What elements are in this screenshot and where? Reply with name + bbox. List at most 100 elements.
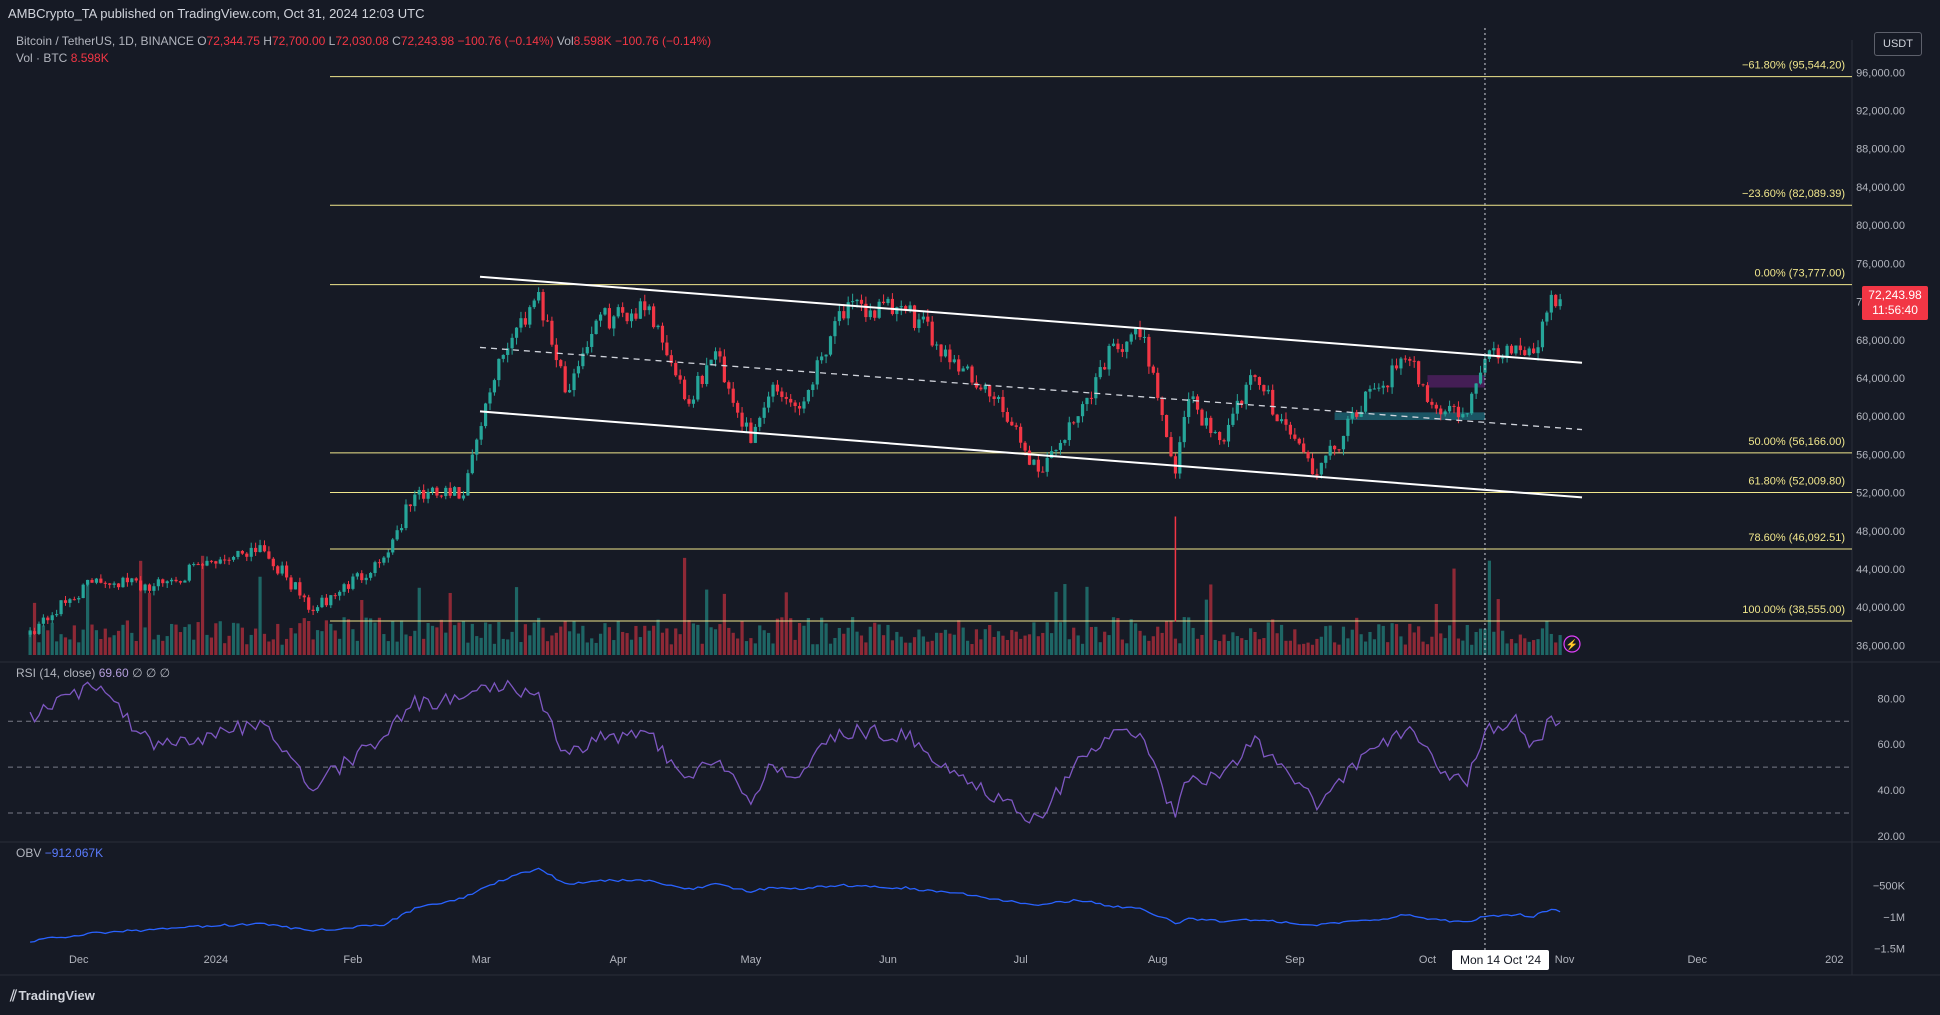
price-tick: 76,000.00 [1856,258,1905,270]
volume-bar [178,632,183,655]
candle [1319,462,1323,475]
candle [983,385,987,390]
volume-bar [554,632,558,655]
fib-levels: −61.80% (95,544.20) −23.60% (82,089.39) 0.… [330,60,1852,622]
volume-bar [1319,636,1323,655]
candle [116,583,121,588]
volume-bar [740,620,744,655]
candle [174,579,178,582]
price-tick: 84,000.00 [1856,182,1905,194]
candle [1368,388,1372,392]
countdown: 11:56:40 [1872,303,1918,317]
volume-bar [249,634,253,655]
volume-bar [766,632,771,655]
candle [935,344,939,346]
candle [1421,384,1425,386]
volume-bar [329,623,333,655]
price-tick: 48,000.00 [1856,526,1905,538]
candle [859,299,864,304]
candle [1381,385,1385,388]
volume-bar [41,625,45,655]
volume-bar [873,622,877,655]
volume-bar [276,623,280,655]
candle [377,562,382,564]
volume-bar [1067,639,1071,655]
currency-button[interactable]: USDT [1874,32,1922,56]
candle [1302,443,1306,453]
candle [413,494,417,507]
candle [780,391,784,397]
candle [868,310,872,318]
candle [262,545,267,552]
candle [1372,388,1377,390]
volume-bar [1222,634,1226,655]
candle [1439,408,1443,415]
volume-bar [391,620,395,655]
fib-label: 78.60% (46,092.51) [1748,532,1845,544]
candle [1337,449,1341,451]
candle [1377,387,1381,389]
volume-bar [1279,624,1284,655]
volume-bar [815,644,819,655]
volume-bar [470,623,474,655]
volume-bar [1328,625,1332,655]
volume-bar [705,589,709,655]
volume-bar [895,631,899,655]
candle [722,356,726,383]
volume-bar [1350,629,1354,655]
candle [616,307,620,317]
candle [1333,445,1337,450]
time-tick: Dec [1687,954,1707,966]
volume-bar [1346,638,1350,655]
candle [1518,345,1522,351]
candle [718,351,722,357]
candle [1125,341,1129,352]
candle [200,564,205,566]
volume-bar [77,642,81,655]
volume-bar [435,627,439,655]
candle [209,560,214,562]
volume-bar [952,634,956,655]
rsi-line [29,679,1561,824]
volume-bar [1470,644,1474,655]
volume-bar [988,624,992,655]
candle [572,373,576,391]
volume-bar [1540,628,1545,655]
volume-bar [1058,622,1063,655]
candle [789,398,793,403]
volume-bar [68,639,72,655]
volume-bar [1027,634,1032,655]
volume-bar [806,617,810,655]
crosshair-date-label: Mon 14 Oct '24 [1452,950,1549,970]
candle [85,579,90,585]
candle [1085,397,1089,405]
candle [1072,422,1076,424]
volume-bar [965,640,970,655]
candle [766,396,771,408]
volume-bar [1443,638,1447,655]
volume-bar [1248,628,1253,655]
volume-bar [1076,635,1080,655]
candle [1178,442,1182,474]
candle [1107,345,1111,370]
candle [996,396,1001,400]
demand-zone [1334,412,1485,421]
candle [864,303,868,318]
volume-bar [678,634,682,655]
candle [559,360,563,367]
candle [523,318,527,325]
candle [802,401,806,409]
volume-bar [784,592,788,655]
candle [740,412,744,427]
price-tick: 64,000.00 [1856,373,1905,385]
alert-icon-glyph: ⚡ [1566,638,1578,651]
tv-icon: ⧸⧸ [10,988,17,1003]
candle [103,582,107,584]
candle [329,595,333,606]
volume-bar [373,622,377,655]
candle [1164,414,1169,438]
volume-bar [1195,638,1200,655]
candle [771,384,775,397]
symbol-name[interactable]: Bitcoin / TetherUS, 1D, BINANCE [16,34,194,48]
volume-bar [1125,643,1129,655]
